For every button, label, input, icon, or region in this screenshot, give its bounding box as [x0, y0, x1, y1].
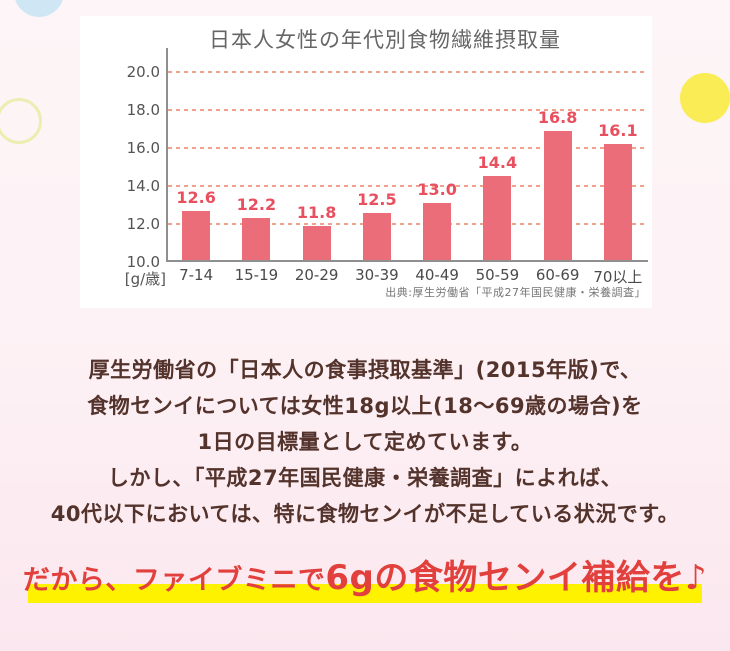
gridline-20.0 [168, 71, 648, 73]
yellow-ring-decoration [0, 98, 42, 144]
gridline-18.0 [168, 109, 648, 111]
bar-15-19 [242, 218, 271, 260]
bar-40-49 [423, 203, 452, 260]
tagline-emphasis: 6gの食物センイ補給を♪ [325, 558, 708, 598]
y-tick-label: 14.0 [126, 177, 160, 195]
paragraph-line: 厚生労働省の「日本人の食事摂取基準」(2015年版)で、 [88, 358, 642, 382]
bar-30-39 [362, 212, 391, 260]
y-tick-label: 12.0 [126, 215, 160, 233]
y-tick-label: 10.0 [126, 253, 160, 271]
x-tick-label: 20-29 [294, 266, 339, 284]
y-tick-label: 20.0 [126, 63, 160, 81]
x-tick-label: 70以上 [593, 268, 643, 286]
paragraph-line: しかし、「平成27年国民健康・栄養調査」によれば、 [107, 466, 623, 490]
bar-value-label: 14.4 [477, 153, 518, 173]
bar-value-label: 12.2 [236, 195, 277, 215]
blue-circle-decoration [14, 0, 64, 17]
bar-value-label: 16.1 [598, 121, 638, 141]
yellow-marker-highlight [28, 584, 702, 603]
bar-chart-plot-area: 12.6 7-14 12.2 15-19 11.8 20-29 12.5 30-39 13.0 4… [166, 48, 648, 286]
paragraph-line: 1日の目標量として定めています。 [197, 430, 533, 454]
explanatory-paragraph: 厚生労働省の「日本人の食事摂取基準」(2015年版)で、 食物センイについては女… [0, 352, 730, 532]
gridline-14.0 [168, 185, 648, 187]
x-tick-label: 60-69 [535, 266, 580, 284]
x-tick-label: 30-39 [355, 266, 399, 284]
y-tick-label: 16.0 [126, 139, 160, 157]
bar-50-59 [483, 176, 512, 260]
yellow-circle-decoration [680, 73, 730, 123]
bar-value-label: 12.6 [176, 187, 216, 207]
tagline-prefix: だから、ファイブミニで [22, 565, 326, 596]
x-tick-label: 15-19 [234, 266, 279, 284]
chart-source-citation: 出典:厚生労働省「平成27年国民健康・栄養調査」 [385, 286, 646, 299]
bar-7-14 [182, 210, 211, 260]
x-tick-label: 7-14 [179, 266, 214, 284]
x-axis-line [166, 260, 648, 262]
bar-value-label: 16.8 [537, 107, 578, 127]
gridline-16.0 [168, 147, 648, 149]
product-tagline: だから、ファイブミニで 6gの食物センイ補給を♪ [0, 550, 730, 612]
bar-value-label: 13.0 [417, 180, 457, 199]
y-axis-line [166, 48, 168, 262]
paragraph-line: 40代以下においては、特に食物センイが不足している状況です。 [50, 502, 680, 526]
bar-20-29 [302, 225, 331, 260]
bar-value-label: 12.5 [357, 189, 397, 209]
bar-70以上 [603, 144, 632, 260]
x-tick-label: 40-49 [415, 266, 459, 284]
y-axis-unit-label: [g/歳] [124, 270, 166, 288]
x-tick-label: 50-59 [475, 266, 520, 284]
tagline-text: だから、ファイブミニで 6gの食物センイ補給を♪ [0, 550, 730, 608]
bar-60-69 [543, 130, 572, 260]
gridline-12.0 [168, 223, 648, 225]
paragraph-line: 食物センイについては女性18g以上(18〜69歳の場合)を [87, 394, 643, 418]
chart-title: 日本人女性の年代別食物繊維摂取量 [209, 28, 561, 52]
bar-value-label: 11.8 [296, 202, 337, 222]
fiber-intake-chart-panel: 日本人女性の年代別食物繊維摂取量 12.6 7-14 12.2 15-19 11.8 20… [80, 16, 652, 308]
y-tick-label: 18.0 [126, 101, 160, 119]
